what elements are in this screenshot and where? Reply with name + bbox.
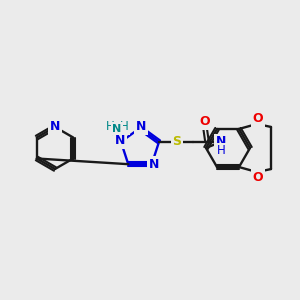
Text: H: H [120, 120, 128, 133]
Text: H: H [217, 144, 225, 157]
Text: N: N [112, 124, 122, 134]
Text: H: H [106, 120, 114, 133]
Text: N: N [50, 121, 60, 134]
Text: N: N [115, 134, 125, 147]
Text: N: N [136, 121, 146, 134]
Text: O: O [253, 171, 263, 184]
Text: O: O [200, 115, 210, 128]
Text: O: O [253, 112, 263, 125]
Text: S: S [172, 135, 182, 148]
Text: N: N [216, 135, 226, 148]
Text: N: N [148, 158, 159, 171]
